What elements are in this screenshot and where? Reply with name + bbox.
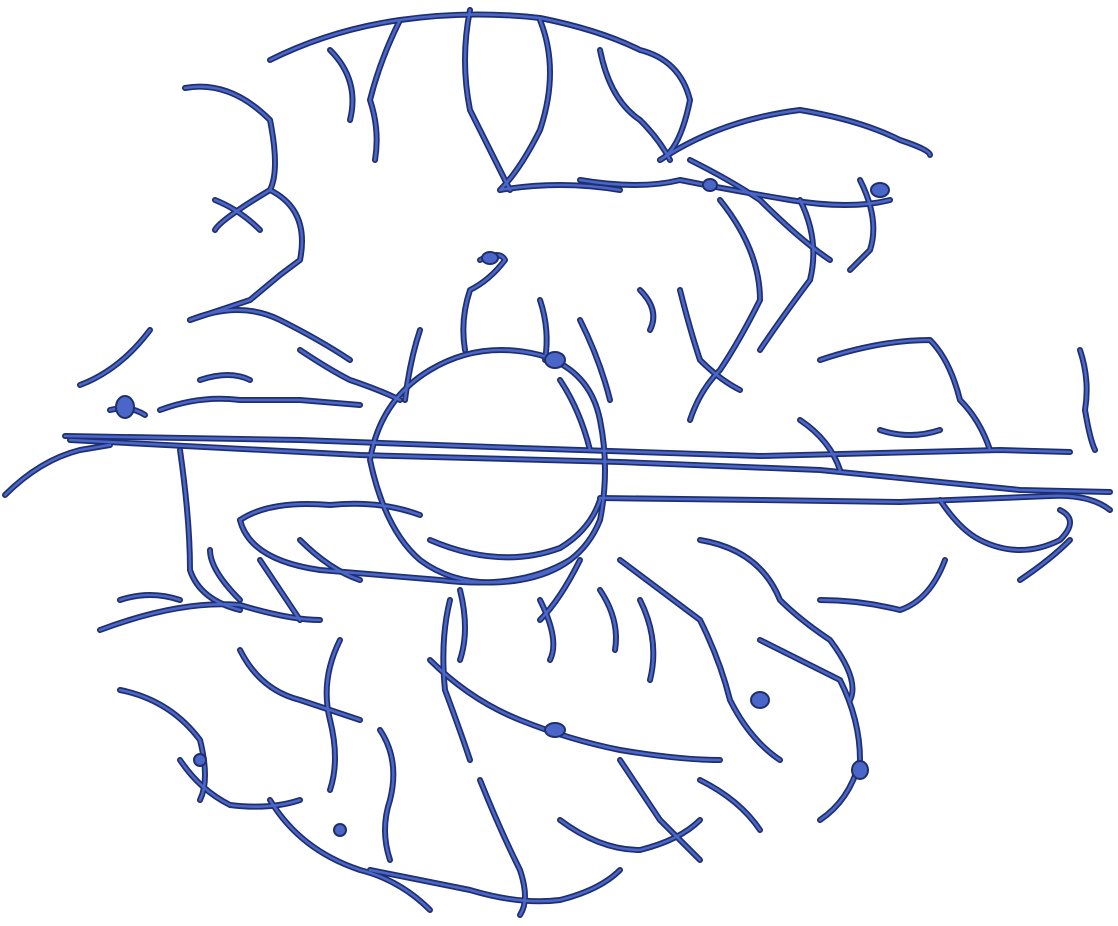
vessel-blob-4	[702, 178, 718, 192]
vessel-core-56	[458, 588, 467, 662]
vessel-core-16	[268, 13, 692, 162]
vessel-core-60	[198, 373, 252, 382]
vessel-core-7	[238, 518, 572, 584]
vessel-core-51	[558, 818, 702, 852]
vessel-core-65	[578, 318, 612, 402]
vessel-core-44	[442, 598, 472, 762]
vessel-blob-9	[333, 823, 347, 837]
vessel-core-41	[598, 588, 618, 652]
vessel-core-50	[478, 778, 527, 917]
vessel-core-66	[403, 328, 422, 402]
vessel-core-4	[368, 348, 607, 584]
vessel-core-40	[638, 598, 655, 682]
vessel-blob-2	[481, 251, 499, 265]
vessel-blob-1	[544, 351, 566, 369]
vessel-core-10	[188, 308, 352, 362]
vessel-core-37	[698, 538, 854, 702]
vessel-core-12	[158, 397, 362, 412]
vessel-core-6	[238, 502, 422, 522]
vessel-core-52	[618, 758, 702, 862]
vessel-core-31	[818, 338, 992, 452]
vessel-core-64	[538, 298, 548, 362]
vessel-core-34	[938, 498, 1072, 552]
vessel-core-13	[178, 448, 242, 612]
vessel-blob-7	[851, 760, 869, 780]
vessel-core-53	[698, 778, 762, 832]
vessel-core-47	[178, 758, 302, 808]
vessel-core-24	[578, 178, 892, 207]
vessel-core-8	[183, 85, 277, 232]
vessel-core-15	[208, 548, 242, 602]
vessel-core-36	[1078, 348, 1097, 452]
vessel-core-26	[688, 198, 762, 422]
vessel-core-28	[848, 178, 875, 272]
vessel-core-21	[598, 48, 672, 162]
vessel-core-17	[368, 18, 402, 162]
vessel-core-57	[538, 598, 555, 662]
vessel-core-11	[78, 328, 152, 387]
vessel-core-2	[3, 443, 112, 497]
vessel-core-layer	[3, 8, 1112, 917]
vessel-blob-8	[193, 753, 207, 767]
vessel-core-58	[538, 558, 582, 622]
vessel-core-61	[298, 538, 362, 582]
vessel-core-29	[638, 288, 655, 332]
vessel-core-67	[558, 378, 592, 452]
vessel-core-25	[498, 183, 622, 192]
vessel-core-62	[258, 558, 302, 622]
vessel-core-30	[678, 288, 742, 392]
vessel-blob-6	[750, 691, 770, 709]
vessel-core-45	[325, 638, 342, 792]
vessel-core-27	[758, 198, 815, 352]
vessel-core-39	[758, 638, 862, 822]
vessel-blob-0	[115, 395, 135, 419]
vessel-core-59	[298, 348, 402, 402]
vessel-core-43	[428, 658, 722, 762]
vessel-core-3	[598, 494, 1112, 512]
vessel-core-35	[1018, 538, 1072, 582]
vessel-core-54	[238, 648, 362, 722]
vessel-core-0	[63, 434, 1072, 458]
vessel-core-70	[118, 593, 182, 602]
vessel-blob-5	[544, 722, 566, 738]
vessel-core-38	[618, 558, 782, 762]
vessel-core-1	[68, 438, 1112, 494]
vessel-core-55	[378, 728, 395, 862]
vessel-core-68	[213, 198, 262, 232]
vessel-core-33	[878, 428, 942, 437]
vessel-core-46	[268, 798, 432, 912]
vessel-core-49	[368, 868, 622, 903]
vessel-core-18	[463, 8, 512, 192]
vessel-core-20	[498, 18, 552, 192]
vessel-core-48	[118, 688, 207, 802]
vessel-core-32	[798, 418, 842, 472]
vessel-blob-layer	[115, 178, 890, 837]
vessel-core-5	[428, 498, 602, 559]
vessel-core-22	[658, 108, 932, 162]
vessel-core-42	[818, 558, 947, 612]
vessel-core-19	[328, 48, 354, 122]
vessel-blob-3	[870, 182, 890, 198]
vessel-core-14	[98, 602, 322, 632]
vessel-core-9	[188, 188, 304, 322]
